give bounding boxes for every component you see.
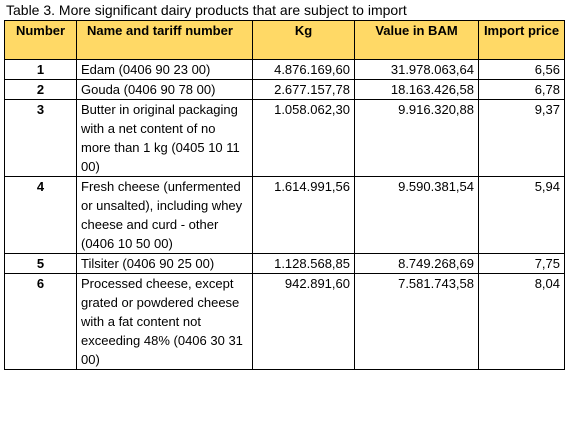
cell-value: 31.978.063,64 bbox=[354, 59, 479, 80]
cell-name: Tilsiter (0406 90 25 00) bbox=[76, 253, 253, 274]
table-header-row: Number Name and tariff number Kg Value i… bbox=[4, 20, 565, 60]
header-name: Name and tariff number bbox=[76, 20, 253, 60]
cell-number: 1 bbox=[4, 59, 77, 80]
cell-number: 6 bbox=[4, 273, 77, 370]
header-number: Number bbox=[4, 20, 77, 60]
cell-name: Butter in original packaging with a net … bbox=[76, 99, 253, 177]
header-price: Import price bbox=[478, 20, 565, 60]
cell-kg: 942.891,60 bbox=[252, 273, 355, 370]
cell-kg: 1.128.568,85 bbox=[252, 253, 355, 274]
cell-number: 4 bbox=[4, 176, 77, 254]
cell-kg: 2.677.157,78 bbox=[252, 79, 355, 100]
header-value: Value in BAM bbox=[354, 20, 479, 60]
cell-name-code: (0406 10 50 00) bbox=[81, 236, 173, 251]
cell-name: Processed cheese, except grated or powde… bbox=[76, 273, 253, 370]
cell-value: 18.163.426,58 bbox=[354, 79, 479, 100]
table-caption: Table 3. More significant dairy products… bbox=[6, 2, 407, 18]
cell-value: 7.581.743,58 bbox=[354, 273, 479, 370]
cell-price: 5,94 bbox=[478, 176, 565, 254]
cell-name-text: Fresh cheese (unfermented or unsalted), … bbox=[81, 179, 243, 232]
cell-name: Edam (0406 90 23 00) bbox=[76, 59, 253, 80]
cell-name: Gouda (0406 90 78 00) bbox=[76, 79, 253, 100]
table-row: 4 Fresh cheese (unfermented or unsalted)… bbox=[4, 176, 565, 254]
cell-value: 8.749.268,69 bbox=[354, 253, 479, 274]
cell-number: 5 bbox=[4, 253, 77, 274]
cell-number: 2 bbox=[4, 79, 77, 100]
table-row: 6 Processed cheese, except grated or pow… bbox=[4, 273, 565, 370]
dairy-import-table: Number Name and tariff number Kg Value i… bbox=[4, 20, 565, 370]
cell-kg: 1.058.062,30 bbox=[252, 99, 355, 177]
cell-kg: 4.876.169,60 bbox=[252, 59, 355, 80]
cell-value: 9.590.381,54 bbox=[354, 176, 479, 254]
table-row: 3 Butter in original packaging with a ne… bbox=[4, 99, 565, 177]
table-row: 5 Tilsiter (0406 90 25 00) 1.128.568,85 … bbox=[4, 253, 565, 274]
cell-value: 9.916.320,88 bbox=[354, 99, 479, 177]
cell-price: 6,56 bbox=[478, 59, 565, 80]
cell-price: 7,75 bbox=[478, 253, 565, 274]
cell-price: 6,78 bbox=[478, 79, 565, 100]
cell-name: Fresh cheese (unfermented or unsalted), … bbox=[76, 176, 253, 254]
table-row: 2 Gouda (0406 90 78 00) 2.677.157,78 18.… bbox=[4, 79, 565, 100]
cell-number: 3 bbox=[4, 99, 77, 177]
header-kg: Kg bbox=[252, 20, 355, 60]
cell-price: 9,37 bbox=[478, 99, 565, 177]
table-row: 1 Edam (0406 90 23 00) 4.876.169,60 31.9… bbox=[4, 59, 565, 80]
cell-kg: 1.614.991,56 bbox=[252, 176, 355, 254]
cell-price: 8,04 bbox=[478, 273, 565, 370]
